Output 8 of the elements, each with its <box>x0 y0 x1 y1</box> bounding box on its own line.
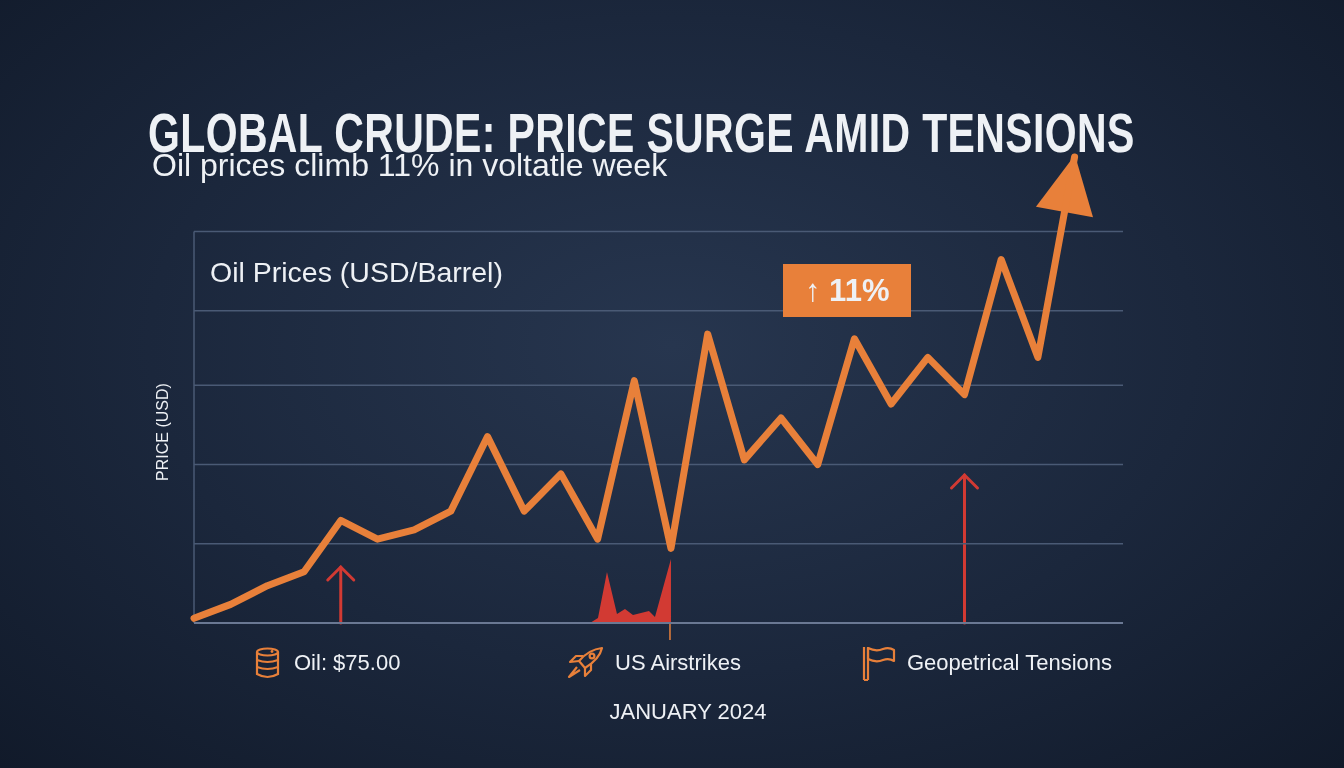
text: US Airstrikes <box>615 650 741 676</box>
text: Oil: $75.00 <box>294 650 401 676</box>
annotation: ↑ 11% <box>805 273 890 308</box>
y-axis-title: PRICE (USD) <box>154 383 171 481</box>
text: Geopetrical Tensions <box>907 650 1113 676</box>
x-axis-title: JANUARY 2024 <box>609 699 767 724</box>
annotation: Oil Prices (USD/Barrel) <box>210 256 503 288</box>
badge: ↑ 11% <box>783 264 912 317</box>
